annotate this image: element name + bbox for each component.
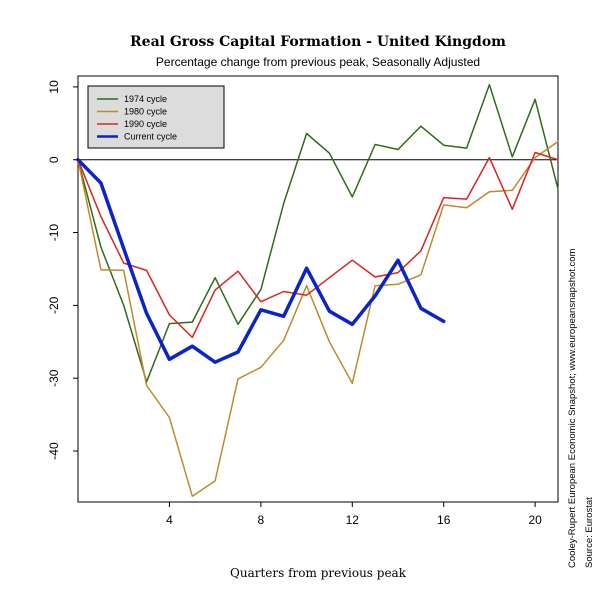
series-line-3 [77, 151, 559, 339]
legend-label: 1990 cycle [124, 119, 167, 129]
legend-label: 1980 cycle [124, 107, 167, 117]
plot-frame [77, 75, 559, 503]
chart-subtitle: Percentage change from previous peak, Se… [156, 55, 480, 69]
y-tick-label: -10 [47, 224, 61, 242]
y-tick-label: -40 [47, 442, 61, 460]
series-layer [76, 83, 559, 497]
y-tick-label: 10 [47, 80, 61, 94]
x-axis-label: Quarters from previous peak [230, 566, 407, 580]
x-tick-label: 8 [258, 513, 265, 527]
series-line-4 [76, 157, 446, 364]
y-axis: 10 0 -10 -20 -30 -40 [47, 80, 78, 460]
series-line-1 [77, 83, 559, 383]
legend-label: Current cycle [124, 132, 177, 142]
series-line-2 [77, 140, 559, 497]
legend-label: 1974 cycle [124, 94, 167, 104]
x-axis: 4 8 12 16 20 [166, 502, 542, 527]
y-tick-label: -20 [47, 296, 61, 314]
legend: 1974 cycle 1980 cycle 1990 cycle Current cy… [87, 85, 225, 149]
source-note: Source: Eurostat [584, 497, 595, 568]
credit-note: Cooley-Rupert European Economic Snapshot… [567, 248, 578, 568]
chart-title: Real Gross Capital Formation - United Ki… [130, 34, 506, 50]
x-tick-label: 12 [346, 513, 360, 527]
x-tick-label: 20 [528, 513, 542, 527]
y-tick-label: 0 [47, 156, 61, 163]
x-tick-label: 4 [166, 513, 173, 527]
y-tick-label: -30 [47, 369, 61, 387]
x-tick-label: 16 [437, 513, 451, 527]
